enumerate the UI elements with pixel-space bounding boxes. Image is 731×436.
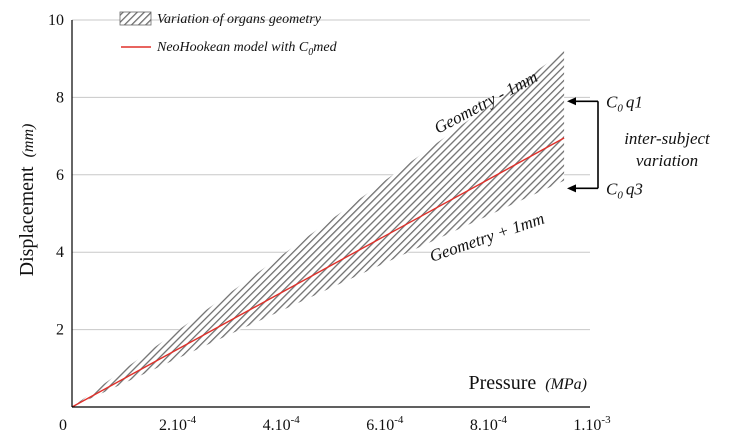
q3-label: C0 q3 xyxy=(606,179,643,201)
y-axis-unit: (mm) xyxy=(20,124,37,158)
q1-annotation: C0 q1 xyxy=(567,92,643,114)
y-tick-label-2: 6 xyxy=(56,167,64,184)
legend-line-prefix: NeoHookean model with xyxy=(156,40,299,55)
x-axis-label: Pressure xyxy=(468,372,536,394)
variation-label-line1: inter-subject xyxy=(624,129,711,148)
legend-line-sub: 0 xyxy=(308,47,313,58)
neohookean-model-line xyxy=(71,137,565,408)
y-axis-label: Displacement xyxy=(16,166,38,276)
q1-label: C0 q1 xyxy=(606,92,643,114)
x-tick-label-1: 2.10-4 xyxy=(159,414,197,434)
y-tick-label-4: 10 xyxy=(48,12,64,29)
q1-suffix: q1 xyxy=(626,92,643,111)
x-tick-label-4: 8.10-4 xyxy=(470,414,508,434)
legend-line-suffix: med xyxy=(313,40,337,55)
y-axis-title: Displacement (mm) xyxy=(16,124,38,277)
x-tick-label-2: 4.10-4 xyxy=(263,414,301,434)
legend: Variation of organs geometry NeoHookean … xyxy=(119,11,338,58)
y-tick-label-3: 8 xyxy=(56,89,64,106)
geometry-variation-band xyxy=(72,50,565,408)
variation-label-line2: variation xyxy=(636,151,698,170)
legend-line-sym: C xyxy=(299,40,309,55)
legend-band-swatch xyxy=(119,11,152,26)
y-tick-label-0: 2 xyxy=(56,322,64,339)
y-tick-label-1: 4 xyxy=(56,244,64,261)
q1-arrowhead xyxy=(567,97,576,106)
q3-sub: 0 xyxy=(617,189,623,201)
legend-band-label: Variation of organs geometry xyxy=(157,12,322,27)
q1-sym: C xyxy=(606,92,618,111)
q3-sym: C xyxy=(606,179,618,198)
q3-arrowhead xyxy=(567,184,576,193)
x-tick-label-0: 0 xyxy=(59,417,67,434)
legend-line-label: NeoHookean model with C0med xyxy=(156,40,338,58)
x-axis-title: Pressure (MPa) xyxy=(468,372,587,394)
x-tick-label-5: 1.10-3 xyxy=(573,414,611,434)
q3-suffix: q3 xyxy=(626,179,643,198)
y-tick-labels: 2 4 6 8 10 xyxy=(48,12,64,339)
x-axis-unit: (MPa) xyxy=(545,376,587,393)
x-tick-labels: 0 2.10-4 4.10-4 6.10-4 8.10-4 1.10-3 xyxy=(59,414,611,434)
q3-annotation: C0 q3 xyxy=(567,179,643,201)
x-tick-label-3: 6.10-4 xyxy=(366,414,404,434)
q1-sub: 0 xyxy=(617,102,623,114)
